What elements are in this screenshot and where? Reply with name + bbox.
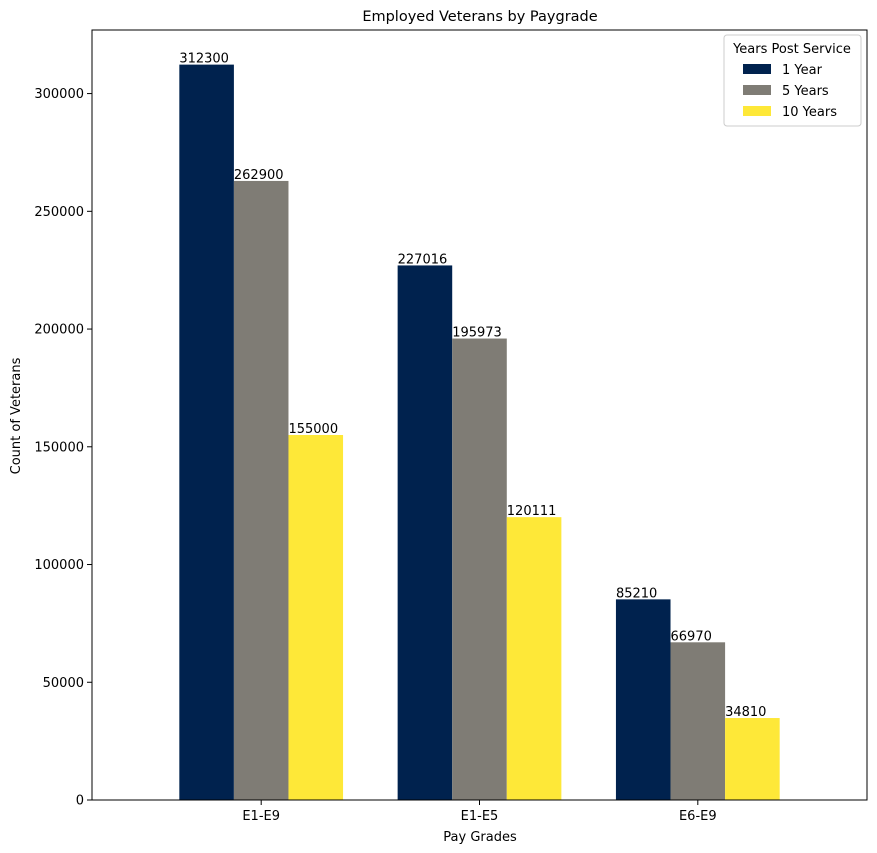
bar-e1-e5-1-year (397, 265, 453, 800)
data-label: 227016 (398, 252, 448, 267)
y-tick-label: 0 (76, 794, 84, 809)
plot-area: 312300 227016 85210 262900 195973 66970 155000… (34, 29, 868, 824)
legend-swatch (743, 64, 771, 74)
data-label: 66970 (671, 629, 712, 644)
x-tick-label: E6-E9 (679, 809, 717, 824)
y-axis-label: Count of Veterans (9, 357, 24, 474)
data-label: 262900 (234, 168, 284, 183)
legend-entry: 10 Years (782, 105, 837, 120)
bar-e1-e5-5-years (452, 338, 507, 800)
data-label: 312300 (179, 52, 229, 67)
bar-e1-e5-10-years (506, 517, 562, 800)
legend-swatch (743, 85, 771, 95)
data-label: 85210 (616, 586, 657, 601)
bar-e1-e9-5-years (233, 180, 289, 800)
y-tick-label: 300000 (34, 87, 84, 102)
y-tick-label: 50000 (43, 676, 84, 691)
legend-items: 1 Year 5 Years 10 Years (743, 63, 837, 120)
legend-entry: 5 Years (782, 84, 829, 99)
chart-title: Employed Veterans by Paygrade (362, 9, 597, 25)
legend-swatch (743, 106, 771, 116)
y-tick-label: 150000 (34, 440, 84, 455)
legend-entry: 1 Year (782, 63, 823, 78)
bar-e6-e9-5-years (670, 642, 726, 800)
y-tick-label: 100000 (34, 558, 84, 573)
bar-e1-e9-10-years (288, 435, 344, 800)
x-tick-label: E1-E5 (461, 809, 499, 824)
y-tick-label: 200000 (34, 323, 84, 338)
x-tick-label: E1-E9 (242, 809, 280, 824)
data-label: 34810 (725, 705, 766, 720)
data-label: 120111 (507, 504, 557, 519)
y-tick-label: 250000 (34, 205, 84, 220)
x-axis-label: Pay Grades (443, 830, 517, 845)
data-label: 195973 (452, 326, 502, 341)
data-label: 155000 (288, 422, 338, 437)
legend: Years Post Service 1 Year 5 Years 10 Years (723, 34, 862, 127)
legend-title: Years Post Service (732, 42, 851, 57)
bar-e1-e9-1-year (179, 64, 234, 800)
bar-e6-e9-10-years (725, 718, 780, 800)
bar-e6-e9-1-year (615, 599, 671, 800)
legend-frame (723, 34, 862, 127)
